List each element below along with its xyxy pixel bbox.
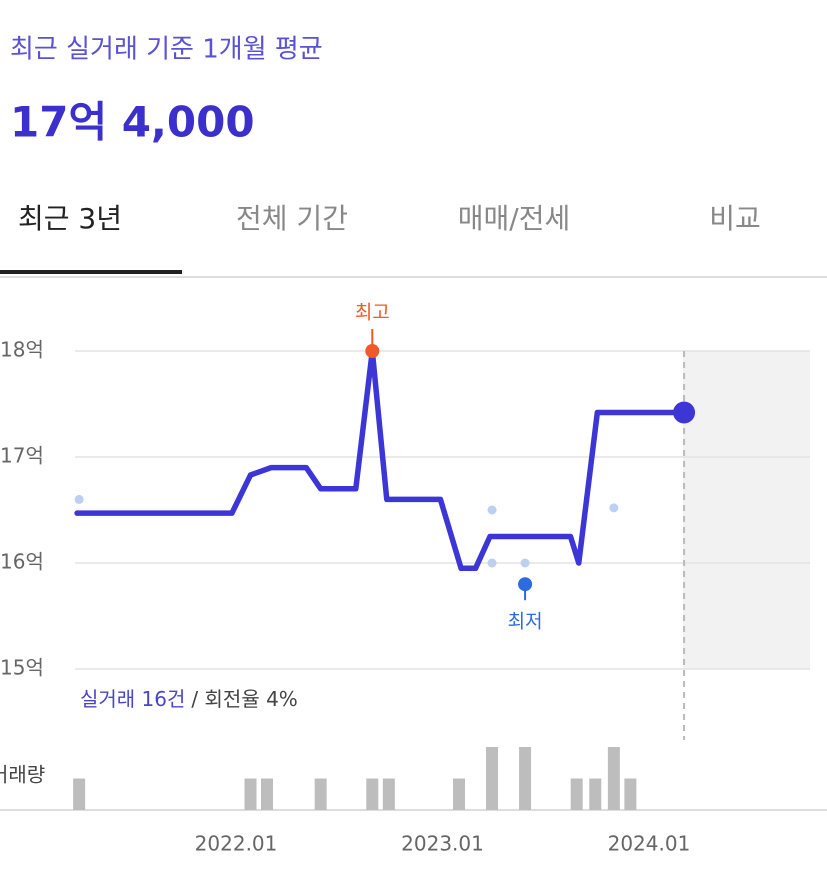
scatter-point bbox=[520, 558, 530, 568]
volume-bar bbox=[624, 778, 637, 810]
volume-bar bbox=[314, 778, 327, 810]
x-tick-label: 2024.01 bbox=[608, 832, 691, 856]
tab[interactable]: 최근 3년 bbox=[18, 202, 122, 235]
volume-label: 거래량 bbox=[0, 763, 45, 787]
x-tick-label: 2022.01 bbox=[195, 832, 278, 856]
tab[interactable]: 전체 기간 bbox=[236, 202, 348, 235]
annotation-label: 최저 bbox=[508, 611, 543, 633]
scatter-point bbox=[487, 558, 497, 568]
scatter-point bbox=[74, 494, 84, 504]
y-tick-label: 18억 bbox=[0, 338, 44, 362]
y-tick-label: 16억 bbox=[0, 550, 44, 574]
scatter-point bbox=[609, 503, 619, 513]
x-tick-label: 2023.01 bbox=[401, 832, 484, 856]
summary: 실거래 16건 / 회전율 4% bbox=[80, 687, 298, 711]
annotation-point bbox=[365, 344, 380, 358]
volume-bar bbox=[73, 778, 86, 810]
annotation-label: 최고 bbox=[355, 302, 390, 324]
forecast-area bbox=[683, 351, 810, 669]
scatter-point bbox=[487, 505, 497, 515]
annotation-point bbox=[518, 577, 533, 592]
volume-bar bbox=[570, 778, 583, 810]
header-title: 최근 실거래 기준 1개월 평균 bbox=[10, 35, 323, 65]
summary-turnover: / 회전율 4% bbox=[191, 687, 297, 711]
price-line bbox=[74, 348, 687, 572]
volume-bar bbox=[589, 778, 602, 810]
volume-bar bbox=[607, 747, 620, 810]
tab[interactable]: 비교 bbox=[709, 202, 761, 235]
volume-bar bbox=[519, 747, 532, 810]
volume-bar bbox=[382, 778, 395, 810]
summary-deals: 실거래 16건 bbox=[80, 687, 185, 711]
volume-bar bbox=[244, 778, 257, 810]
volume-bar bbox=[486, 747, 499, 810]
volume-bar bbox=[261, 778, 274, 810]
tab[interactable]: 매매/전세 bbox=[458, 202, 570, 235]
tab-underline bbox=[0, 270, 182, 274]
current-point bbox=[673, 401, 696, 424]
header-price: 17억 4,000 bbox=[10, 98, 255, 147]
volume-bar bbox=[453, 778, 466, 810]
y-tick-label: 17억 bbox=[0, 444, 44, 468]
y-tick-label: 15억 bbox=[0, 656, 44, 680]
volume-bar bbox=[366, 778, 379, 810]
